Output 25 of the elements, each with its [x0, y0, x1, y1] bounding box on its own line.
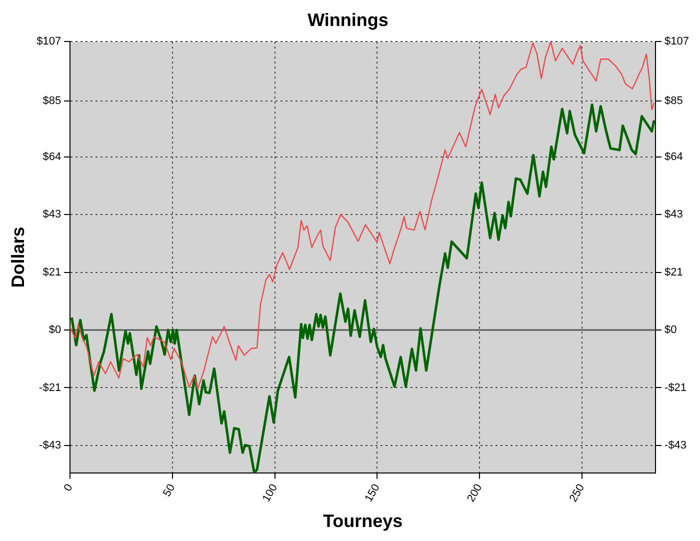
x-tick-label: 50 [161, 482, 178, 499]
y2-tick-label: $21 [664, 266, 683, 278]
y2-tick-label: $0 [664, 324, 677, 336]
y2-tick-label: -$43 [664, 439, 687, 452]
y2-tick-label: $107 [664, 36, 690, 48]
y-tick-label: $64 [42, 151, 62, 164]
x-tick-label: 150 [362, 482, 382, 504]
x-tick-label: 250 [567, 482, 588, 504]
y-tick-label: -$43 [39, 439, 62, 452]
y-tick-label: $0 [48, 324, 62, 336]
x-tick-label: 200 [465, 482, 485, 504]
x-tick-label: 100 [260, 482, 280, 504]
y-tick-label: $43 [42, 208, 62, 221]
y2-tick-label: -$21 [664, 382, 687, 394]
chart-title: Winnings [308, 10, 388, 30]
y-axis-title: Dollars [8, 226, 28, 288]
y2-tick-label: $43 [664, 208, 683, 221]
x-axis-title: Tourneys [322, 511, 403, 532]
y-tick-label: $21 [42, 266, 62, 278]
y-tick-label: -$21 [39, 382, 62, 394]
y-tick-label: $107 [36, 36, 62, 48]
x-tick-label: 0 [62, 482, 76, 494]
y-tick-label: $85 [42, 94, 62, 107]
y2-tick-label: $85 [664, 94, 683, 107]
y2-tick-label: $64 [664, 151, 683, 164]
